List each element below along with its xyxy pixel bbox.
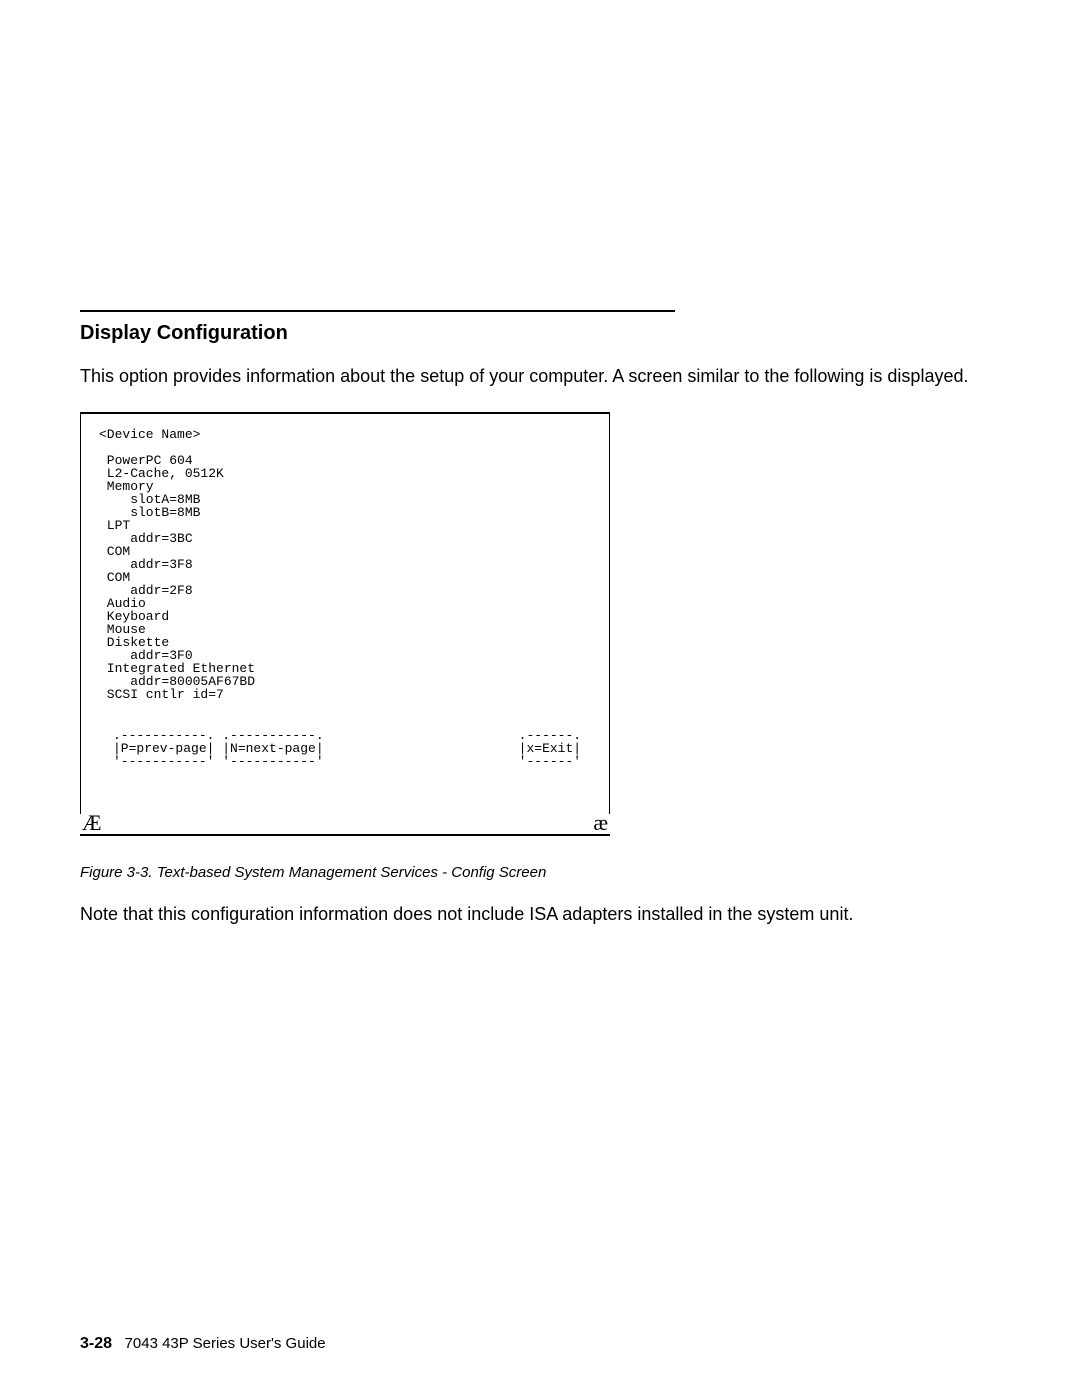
note-paragraph: Note that this configuration information…: [80, 901, 1000, 928]
section-rule: [80, 310, 675, 312]
corner-right-glyph: æ: [593, 812, 608, 834]
device-name-header: <Device Name>: [99, 428, 591, 441]
config-screen-box: <Device Name> PowerPC 604 L2-Cache, 0512…: [80, 412, 610, 836]
page-number: 3-28: [80, 1335, 112, 1352]
corner-left-glyph: Æ: [82, 812, 102, 834]
nav-row: .-----------. .-----------. .------. |P=…: [99, 729, 591, 768]
nav-ascii: .-----------. .-----------. .------. |P=…: [113, 728, 581, 769]
page-content: Display Configuration This option provid…: [80, 80, 1000, 928]
intro-paragraph: This option provides information about t…: [80, 363, 1000, 390]
config-screen-inner: <Device Name> PowerPC 604 L2-Cache, 0512…: [80, 414, 610, 814]
section-heading: Display Configuration: [80, 322, 1000, 345]
footer-title: 7043 43P Series User's Guide: [125, 1335, 326, 1352]
corner-marks: Æ æ: [80, 812, 610, 834]
page-footer: 3-28 7043 43P Series User's Guide: [80, 1335, 326, 1353]
figure-caption: Figure 3-3. Text-based System Management…: [80, 864, 1000, 881]
device-list: PowerPC 604 L2-Cache, 0512K Memory slotA…: [99, 454, 591, 701]
